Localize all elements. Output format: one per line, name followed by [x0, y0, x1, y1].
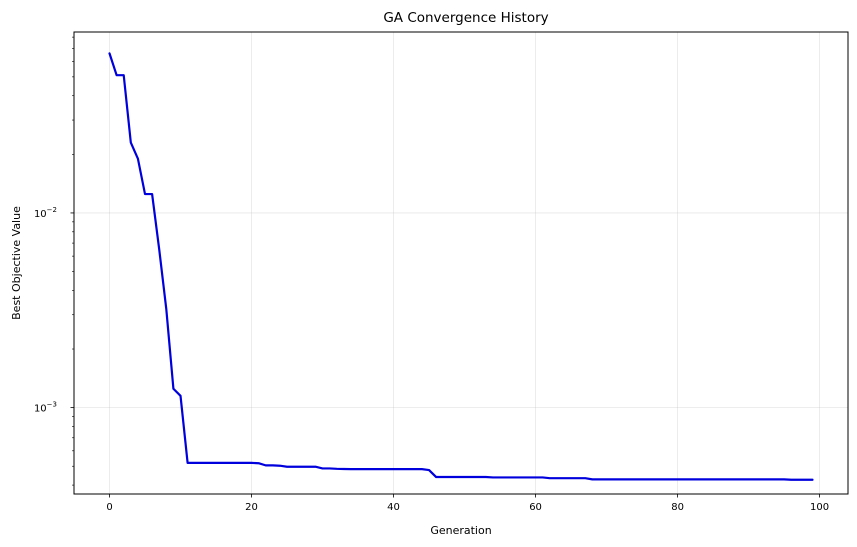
y-tick-label-exponent: −3 [47, 401, 57, 409]
chart-title: GA Convergence History [383, 10, 548, 26]
x-axis-label: Generation [430, 524, 491, 537]
x-tick-label: 80 [671, 502, 684, 513]
x-tick-label: 0 [106, 502, 112, 513]
x-axis: 0 20 40 60 80 100 [106, 494, 829, 513]
y-tick-label: 10−2 [34, 206, 57, 220]
series-line [108, 52, 814, 481]
grid [74, 32, 848, 494]
x-tick-label: 40 [387, 502, 400, 513]
series-layer [108, 52, 814, 481]
x-tick-label: 100 [810, 502, 829, 513]
y-tick-label-base: 10 [34, 404, 47, 415]
x-tick-label: 60 [529, 502, 542, 513]
x-tick-label: 20 [245, 502, 258, 513]
y-axis-label: Best Objective Value [10, 206, 23, 320]
y-axis: 10−310−2 [34, 36, 74, 486]
plot-frame [73, 31, 849, 495]
y-tick-label: 10−3 [34, 401, 57, 415]
y-tick-label-base: 10 [34, 209, 47, 220]
y-tick-label-exponent: −2 [47, 206, 57, 214]
